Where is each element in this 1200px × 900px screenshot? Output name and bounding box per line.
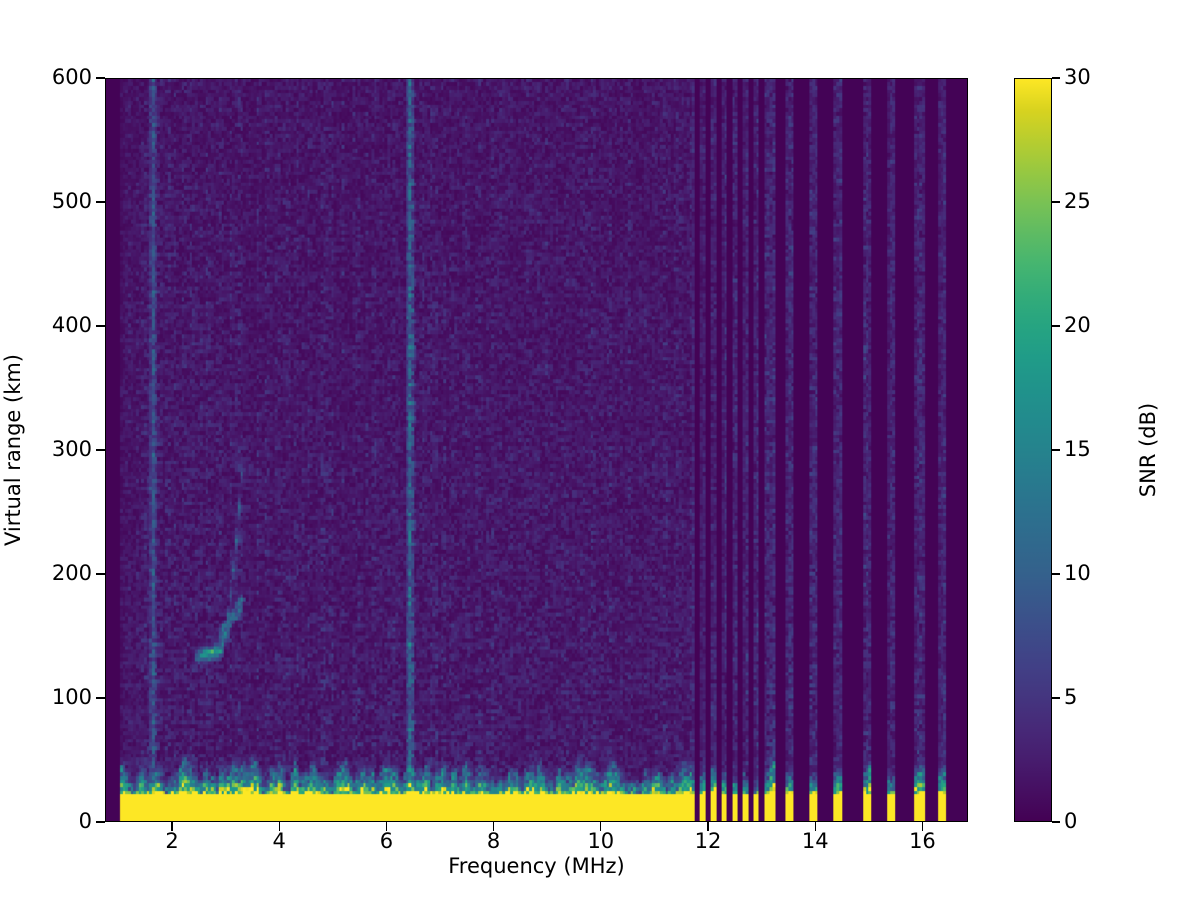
colorbar-tick-label: 30 (1064, 65, 1091, 89)
x-tick-mark (171, 822, 173, 831)
colorbar-tick-label: 0 (1064, 809, 1078, 833)
y-tick-mark (96, 821, 105, 823)
x-tick-label: 16 (909, 829, 936, 853)
x-tick-mark (492, 822, 495, 831)
plot-area (105, 78, 968, 822)
y-tick-label: 500 (51, 189, 92, 213)
colorbar-tick-label: 5 (1064, 685, 1078, 709)
x-tick-label: 4 (272, 829, 286, 853)
y-tick-label: 100 (51, 685, 92, 709)
colorbar-tick-label: 20 (1064, 313, 1091, 337)
colorbar-tick-mark (1052, 201, 1060, 203)
y-tick-mark (96, 697, 105, 699)
x-tick-label: 10 (587, 829, 615, 853)
x-tick-mark (600, 822, 602, 831)
colorbar-tick-label: 10 (1064, 561, 1091, 585)
y-tick-mark (96, 325, 105, 327)
y-tick-label: 200 (51, 561, 92, 585)
x-tick-label: 2 (165, 829, 179, 853)
y-tick-label: 400 (51, 313, 92, 337)
y-tick-label: 600 (51, 65, 92, 89)
x-tick-mark (707, 822, 709, 831)
x-tick-label: 8 (486, 829, 501, 853)
y-tick-label: 300 (51, 437, 92, 461)
colorbar-tick-mark (1052, 573, 1060, 575)
colorbar-tick-mark (1052, 697, 1060, 699)
colorbar-gradient (1015, 79, 1051, 821)
x-tick-label: 14 (801, 829, 829, 853)
x-tick-mark (385, 822, 388, 831)
x-axis-label: Frequency (MHz) (448, 854, 625, 878)
colorbar (1014, 78, 1052, 822)
colorbar-tick-label: 15 (1064, 437, 1091, 461)
colorbar-label: SNR (dB) (1136, 402, 1160, 498)
colorbar-tick-mark (1052, 325, 1060, 327)
x-tick-label: 12 (694, 829, 722, 853)
y-tick-mark (96, 573, 105, 575)
y-tick-mark (96, 77, 105, 79)
x-tick-mark (814, 822, 816, 831)
x-tick-mark (278, 822, 280, 831)
x-tick-label: 6 (379, 829, 394, 853)
colorbar-tick-mark (1052, 449, 1060, 451)
y-tick-mark (96, 201, 105, 203)
colorbar-tick-mark (1052, 821, 1060, 823)
colorbar-tick-label: 25 (1064, 189, 1091, 213)
ionogram-heatmap (106, 79, 967, 821)
x-tick-mark (921, 822, 924, 831)
y-tick-mark (96, 449, 105, 451)
y-tick-label: 0 (78, 809, 92, 833)
colorbar-tick-mark (1052, 77, 1060, 79)
